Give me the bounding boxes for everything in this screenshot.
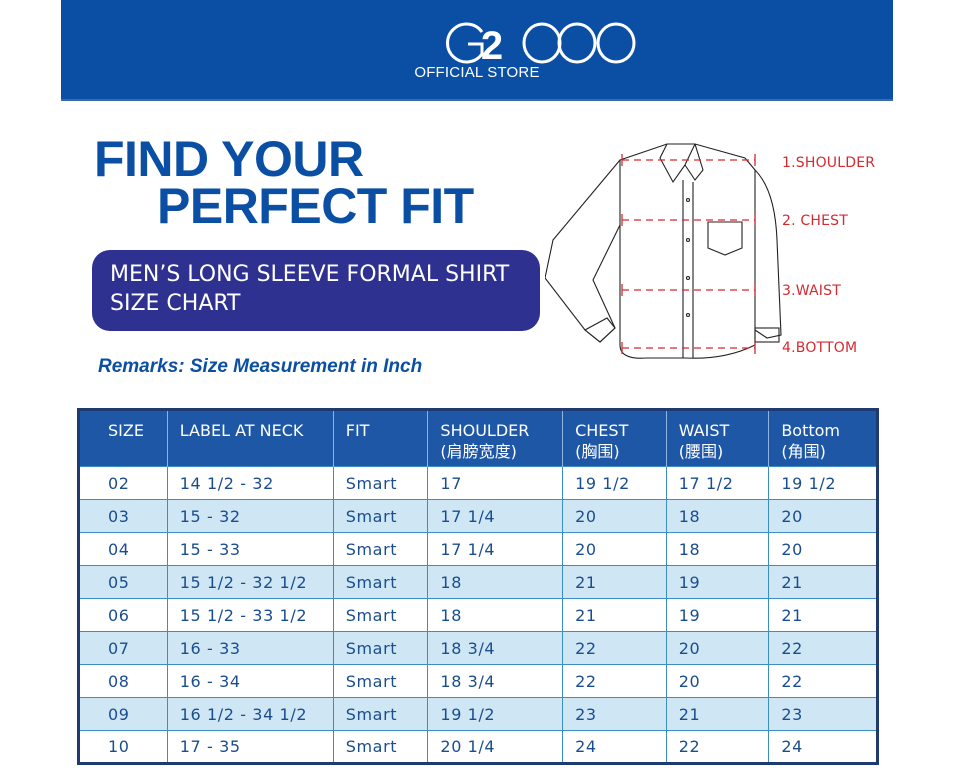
label-chest: 2. CHEST xyxy=(782,213,848,229)
label-waist: 3.WAIST xyxy=(782,283,841,299)
remarks-text: Remarks: Size Measurement in Inch xyxy=(98,356,423,377)
store-subtitle: OFFICIAL STORE xyxy=(414,64,540,81)
cell-neck: 16 1/2 - 34 1/2 xyxy=(166,697,334,731)
table-row: 08 16 - 34 Smart 18 3/4 22 20 22 xyxy=(78,664,878,698)
label-bottom: 4.BOTTOM xyxy=(782,340,858,356)
cell-bottom: 19 1/2 xyxy=(768,466,878,500)
cell-fit: Smart xyxy=(332,598,429,632)
g2000-logo: 2 xyxy=(446,22,636,64)
chart-title-badge: MEN’S LONG SLEEVE FORMAL SHIRT SIZE CHAR… xyxy=(92,250,540,331)
table-row: 06 15 1/2 - 33 1/2 Smart 18 21 19 21 xyxy=(78,598,878,632)
cell-waist: 19 xyxy=(665,565,770,599)
cell-chest: 22 xyxy=(562,631,667,665)
cell-neck: 15 - 33 xyxy=(166,532,334,566)
cell-neck: 17 - 35 xyxy=(166,730,334,764)
cell-fit: Smart xyxy=(332,664,429,698)
header-banner: 2 OFFICIAL STORE xyxy=(61,0,893,101)
cell-chest: 22 xyxy=(562,664,667,698)
table-row: 02 14 1/2 - 32 Smart 17 19 1/2 17 1/2 19 1/2 xyxy=(78,466,878,500)
cell-chest: 19 1/2 xyxy=(562,466,667,500)
cell-neck: 15 1/2 - 32 1/2 xyxy=(166,565,334,599)
table-row: 10 17 - 35 Smart 20 1/4 24 22 24 xyxy=(78,730,878,764)
col-header-fit: FIT xyxy=(332,409,428,467)
table-row: 04 15 - 33 Smart 17 1/4 20 18 20 xyxy=(78,532,878,566)
cell-size: 05 xyxy=(78,565,168,599)
cell-shoulder: 17 1/4 xyxy=(427,499,564,533)
shirt-diagram-icon xyxy=(545,143,782,359)
cell-size: 10 xyxy=(78,730,168,764)
cell-bottom: 20 xyxy=(768,532,878,566)
col-header-bottom: Bottom (角围) xyxy=(768,409,878,467)
cell-chest: 24 xyxy=(562,730,667,764)
cell-bottom: 24 xyxy=(768,730,878,764)
cell-shoulder: 17 xyxy=(427,466,564,500)
cell-size: 07 xyxy=(78,631,168,665)
col-header-shoulder: SHOULDER (肩膀宽度) xyxy=(427,409,563,467)
cell-waist: 21 xyxy=(665,697,770,731)
cell-fit: Smart xyxy=(332,697,429,731)
cell-size: 03 xyxy=(78,499,168,533)
headline-line-1: FIND YOUR xyxy=(94,131,364,187)
cell-waist: 17 1/2 xyxy=(665,466,770,500)
cell-fit: Smart xyxy=(332,466,429,500)
table-row: 03 15 - 32 Smart 17 1/4 20 18 20 xyxy=(78,499,878,533)
table-row: 09 16 1/2 - 34 1/2 Smart 19 1/2 23 21 23 xyxy=(78,697,878,731)
cell-fit: Smart xyxy=(332,730,429,764)
cell-neck: 15 - 32 xyxy=(166,499,334,533)
cell-chest: 21 xyxy=(562,565,667,599)
cell-neck: 16 - 33 xyxy=(166,631,334,665)
cell-shoulder: 20 1/4 xyxy=(427,730,564,764)
cell-chest: 20 xyxy=(562,499,667,533)
col-header-size: SIZE xyxy=(78,409,168,467)
cell-waist: 19 xyxy=(665,598,770,632)
badge-line-1: MEN’S LONG SLEEVE FORMAL SHIRT xyxy=(110,262,510,287)
size-chart-table: SIZE LABEL AT NECK FIT SHOULDER (肩膀宽度) CH… xyxy=(77,408,879,765)
cell-neck: 16 - 34 xyxy=(166,664,334,698)
badge-line-2: SIZE CHART xyxy=(110,291,241,316)
cell-size: 06 xyxy=(78,598,168,632)
cell-waist: 20 xyxy=(665,664,770,698)
cell-shoulder: 18 3/4 xyxy=(427,664,564,698)
svg-text:2: 2 xyxy=(481,24,503,64)
cell-chest: 20 xyxy=(562,532,667,566)
cell-bottom: 23 xyxy=(768,697,878,731)
cell-waist: 20 xyxy=(665,631,770,665)
cell-shoulder: 18 xyxy=(427,598,564,632)
cell-size: 09 xyxy=(78,697,168,731)
cell-fit: Smart xyxy=(332,499,429,533)
cell-bottom: 21 xyxy=(768,598,878,632)
headline-line-2: PERFECT FIT xyxy=(157,178,474,234)
col-header-label-at-neck: LABEL AT NECK xyxy=(166,409,334,467)
cell-waist: 18 xyxy=(665,499,770,533)
cell-shoulder: 18 xyxy=(427,565,564,599)
cell-size: 04 xyxy=(78,532,168,566)
cell-size: 08 xyxy=(78,664,168,698)
col-header-chest: CHEST (胸围) xyxy=(562,409,667,467)
cell-chest: 21 xyxy=(562,598,667,632)
cell-size: 02 xyxy=(78,466,168,500)
cell-bottom: 20 xyxy=(768,499,878,533)
col-header-waist: WAIST (腰围) xyxy=(665,409,769,467)
cell-fit: Smart xyxy=(332,532,429,566)
cell-bottom: 21 xyxy=(768,565,878,599)
table-header-row: SIZE LABEL AT NECK FIT SHOULDER (肩膀宽度) CH… xyxy=(78,409,878,467)
cell-bottom: 22 xyxy=(768,631,878,665)
table-row: 07 16 - 33 Smart 18 3/4 22 20 22 xyxy=(78,631,878,665)
cell-neck: 14 1/2 - 32 xyxy=(166,466,334,500)
cell-shoulder: 18 3/4 xyxy=(427,631,564,665)
cell-neck: 15 1/2 - 33 1/2 xyxy=(166,598,334,632)
cell-chest: 23 xyxy=(562,697,667,731)
label-shoulder: 1.SHOULDER xyxy=(782,155,876,171)
cell-bottom: 22 xyxy=(768,664,878,698)
cell-fit: Smart xyxy=(332,631,429,665)
table-row: 05 15 1/2 - 32 1/2 Smart 18 21 19 21 xyxy=(78,565,878,599)
cell-fit: Smart xyxy=(332,565,429,599)
cell-waist: 22 xyxy=(665,730,770,764)
cell-waist: 18 xyxy=(665,532,770,566)
cell-shoulder: 19 1/2 xyxy=(427,697,564,731)
cell-shoulder: 17 1/4 xyxy=(427,532,564,566)
